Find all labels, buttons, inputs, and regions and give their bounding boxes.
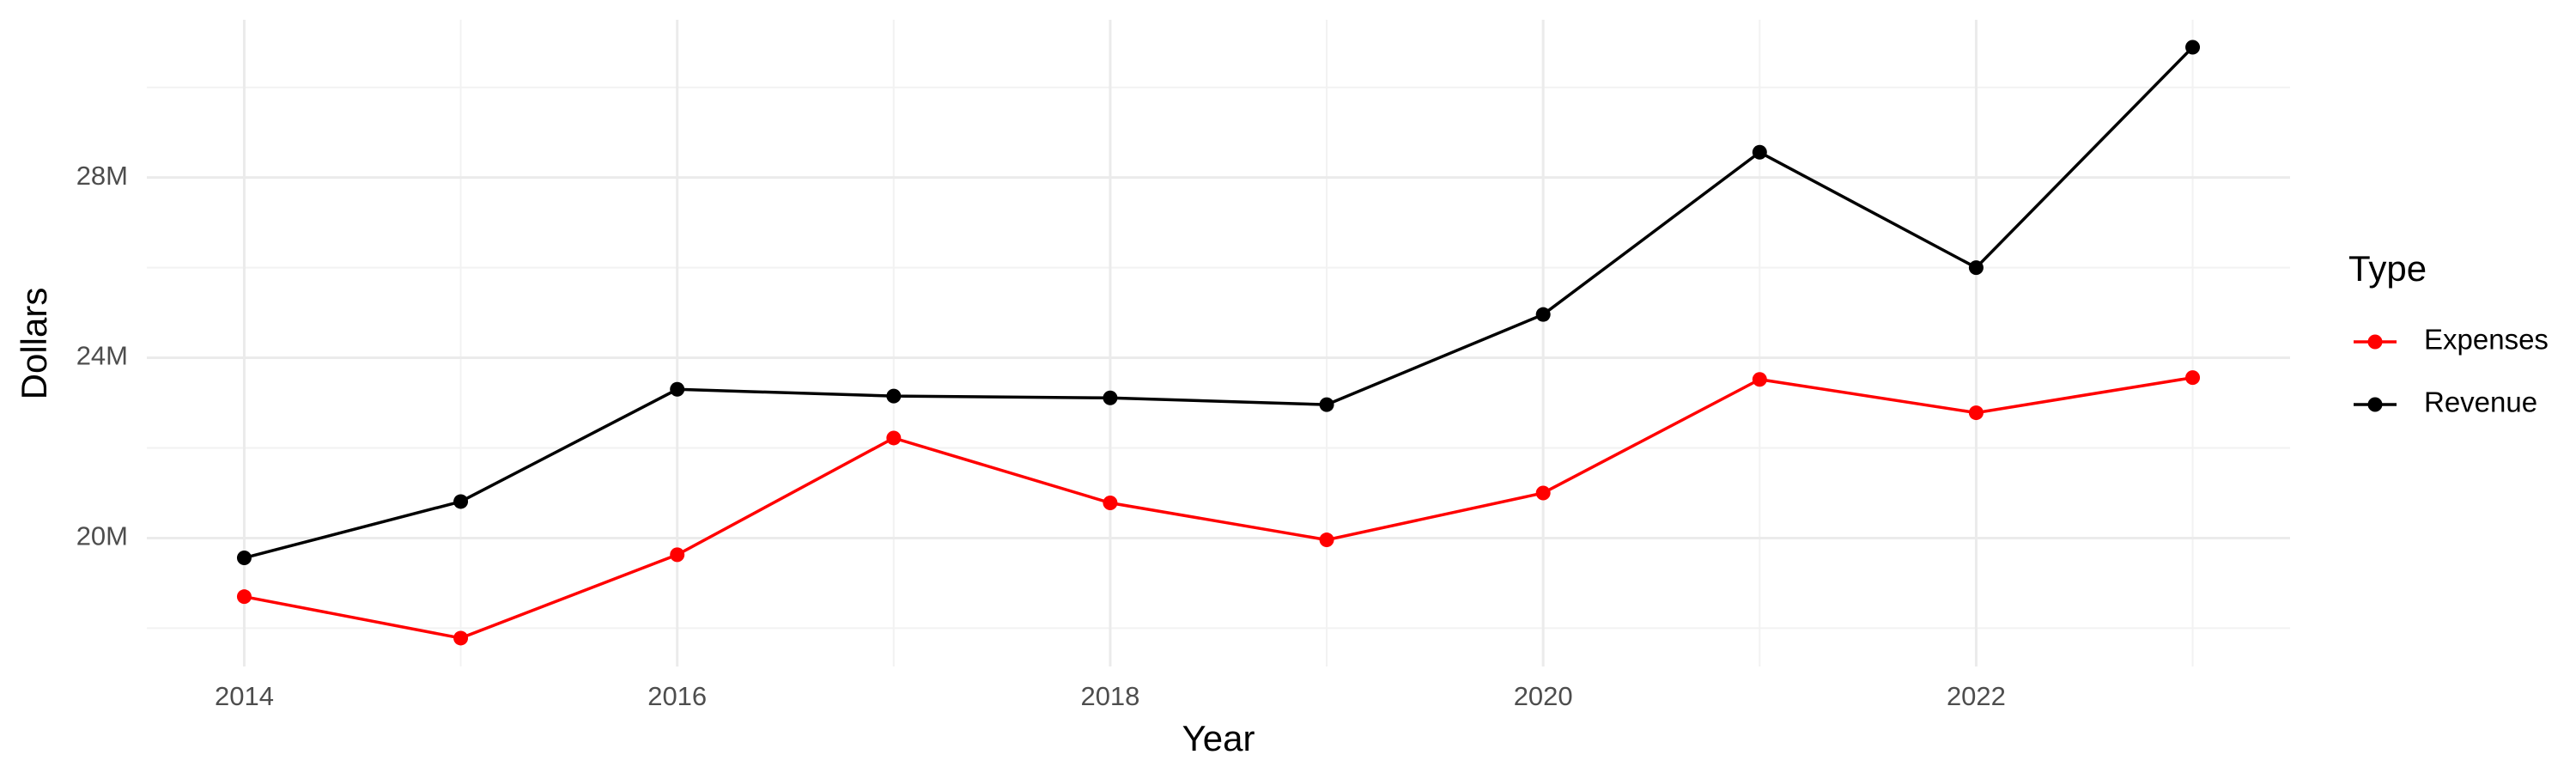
point bbox=[1752, 144, 1767, 160]
point bbox=[1968, 260, 1984, 276]
point bbox=[1535, 307, 1551, 322]
legend-label: Expenses bbox=[2424, 324, 2549, 356]
x-tick-label: 2022 bbox=[1947, 681, 2006, 711]
point bbox=[236, 589, 252, 605]
point bbox=[670, 381, 685, 397]
point bbox=[453, 494, 469, 509]
legend-title: Type bbox=[2348, 248, 2427, 289]
point bbox=[1968, 405, 1984, 421]
y-tick-label: 20M bbox=[76, 521, 128, 551]
point bbox=[886, 388, 902, 404]
grid bbox=[147, 20, 2290, 666]
point bbox=[1103, 496, 1118, 511]
point bbox=[1319, 533, 1334, 548]
point bbox=[670, 547, 685, 563]
y-axis-title: Dollars bbox=[14, 288, 54, 400]
point bbox=[1103, 390, 1118, 405]
legend-point bbox=[2367, 334, 2383, 350]
x-tick-label: 2014 bbox=[215, 681, 274, 711]
line bbox=[244, 375, 2193, 640]
legend-label: Revenue bbox=[2424, 386, 2537, 418]
point bbox=[2185, 40, 2201, 55]
point bbox=[1752, 372, 1767, 387]
y-tick-label: 28M bbox=[76, 161, 128, 191]
x-tick-label: 2016 bbox=[647, 681, 707, 711]
point bbox=[1319, 397, 1334, 412]
x-axis-title: Year bbox=[1182, 718, 1255, 758]
point bbox=[453, 630, 469, 646]
x-tick-label: 2018 bbox=[1080, 681, 1139, 711]
legend-point bbox=[2367, 397, 2383, 412]
point bbox=[2185, 370, 2201, 386]
x-tick-label: 2020 bbox=[1514, 681, 1573, 711]
y-tick-label: 24M bbox=[76, 341, 128, 371]
point bbox=[236, 551, 252, 566]
point bbox=[1535, 485, 1551, 501]
point bbox=[886, 430, 902, 446]
line bbox=[244, 46, 2194, 560]
